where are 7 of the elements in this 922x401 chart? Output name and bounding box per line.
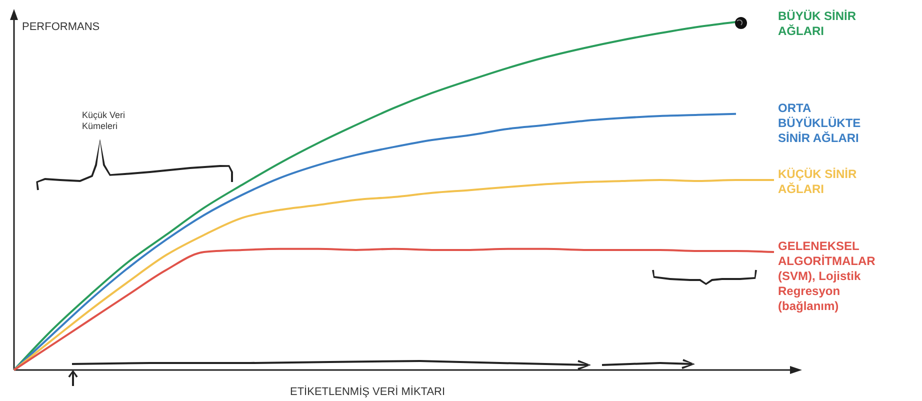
series-label: KÜÇÜK SİNİR AĞLARI <box>778 166 857 196</box>
series-label: GELENEKSEL ALGORİTMALAR (SVM), Lojistik Regresyon (bağlanım) <box>778 239 876 314</box>
y-axis-title: PERFORMANS <box>22 21 100 33</box>
x-axis-title: ETİKETLENMİŞ VERİ MİKTARI <box>290 385 446 398</box>
text: ORTA BÜYÜKLÜKTE SİNİR AĞLARI <box>778 100 861 145</box>
annotation: Küçük Veri Kümeleri <box>82 110 126 131</box>
text: BÜYÜK SİNİR AĞLARI <box>778 9 856 38</box>
